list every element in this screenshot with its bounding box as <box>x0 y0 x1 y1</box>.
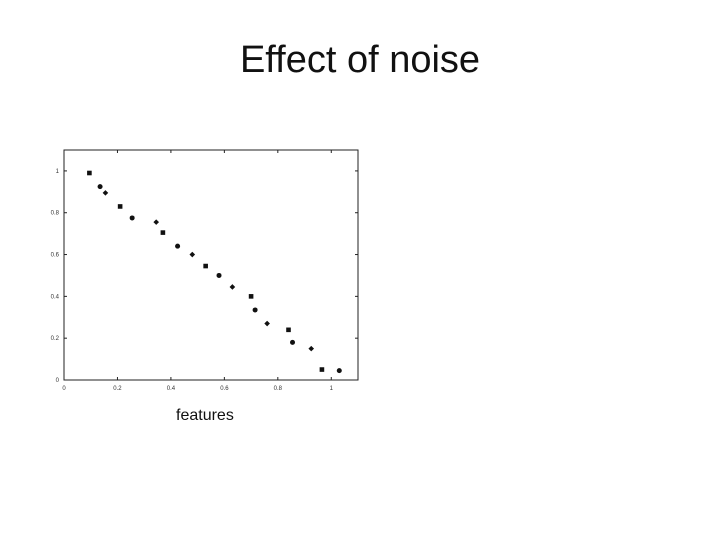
data-point <box>97 184 103 190</box>
scatter-chart-svg: 0 0.2 0.4 0.6 0.8 1 0 0.2 0.4 0.6 0.8 1 <box>51 149 359 392</box>
y-tick-label: 0.8 <box>51 211 60 217</box>
data-point <box>117 204 123 209</box>
data-point <box>189 251 196 258</box>
data-point <box>252 307 258 313</box>
data-point <box>216 272 222 278</box>
data-point <box>308 345 315 352</box>
y-tick-label: 0.4 <box>51 294 60 300</box>
x-tick-label: 0.6 <box>220 386 229 392</box>
data-point <box>264 320 270 327</box>
scatter-chart: 0 0.2 0.4 0.6 0.8 1 0 0.2 0.4 0.6 0.8 1 <box>40 140 380 400</box>
data-point <box>87 170 92 176</box>
data-point <box>160 230 166 235</box>
x-tick-label: 0.2 <box>113 386 122 392</box>
chart-caption: features <box>176 407 234 424</box>
y-tick-label: 0.6 <box>51 253 60 259</box>
x-tick-label: 0.4 <box>167 386 176 392</box>
data-point <box>229 284 236 290</box>
x-tick-label: 1 <box>330 386 334 392</box>
y-tick-label: 0 <box>56 378 60 384</box>
data-point <box>203 263 208 269</box>
x-tick-label: 0 <box>62 386 66 392</box>
y-tick-label: 0.2 <box>51 336 60 342</box>
data-point <box>290 339 296 345</box>
data-point <box>129 215 135 221</box>
data-point <box>248 294 254 299</box>
data-point <box>286 327 291 333</box>
data-point <box>336 368 342 374</box>
plot-area <box>63 149 359 381</box>
slide-title: Effect of noise <box>239 39 481 81</box>
y-tick-label: 1 <box>56 169 60 175</box>
data-point <box>319 367 325 372</box>
data-point <box>175 243 181 249</box>
x-tick-label: 0.8 <box>274 386 283 392</box>
